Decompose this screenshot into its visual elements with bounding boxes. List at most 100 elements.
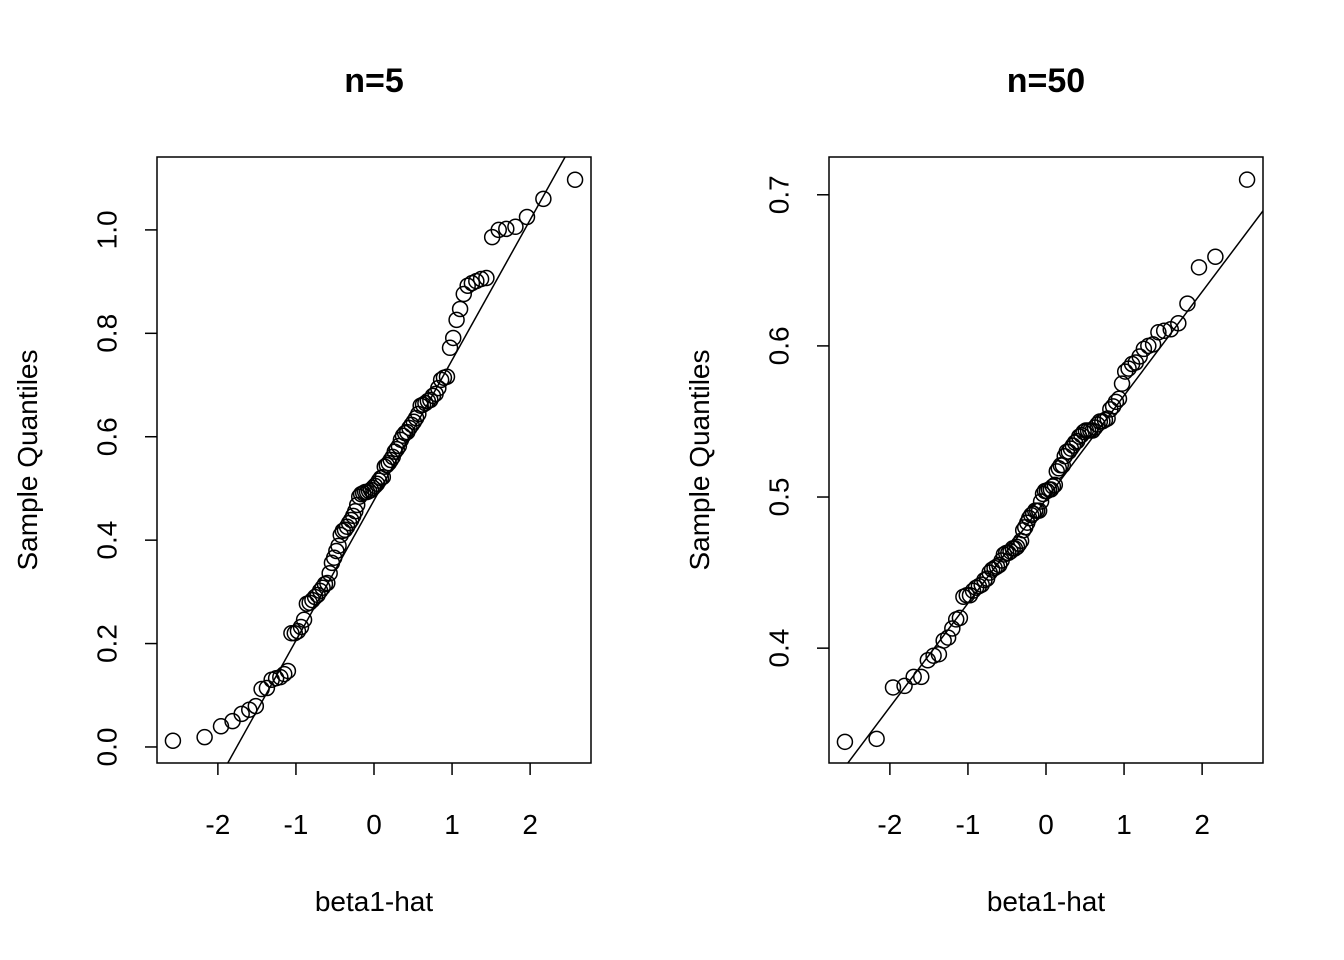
point (868, 730, 885, 748)
y-axis-label: Sample Quantiles (684, 349, 715, 570)
point (390, 437, 408, 455)
x-tick-label: 1 (1116, 809, 1132, 840)
point (451, 300, 469, 318)
point (275, 665, 293, 683)
point (1030, 502, 1048, 519)
point (935, 632, 952, 649)
point (295, 611, 313, 629)
x-tick-label: -1 (283, 809, 308, 840)
point (448, 311, 465, 329)
point (196, 728, 213, 746)
qq-line (846, 210, 1263, 763)
point (407, 409, 425, 427)
y-tick-label: 0.2 (91, 624, 122, 663)
x-tick-label: 1 (444, 809, 460, 840)
point (1179, 295, 1196, 312)
point (233, 705, 250, 723)
y-tick-label: 0.0 (91, 728, 122, 767)
point (314, 579, 331, 596)
point (930, 645, 948, 663)
point (1042, 481, 1060, 498)
point (378, 456, 396, 474)
y-tick-label: 0.6 (91, 417, 122, 456)
qq-line (226, 157, 566, 763)
point (422, 391, 439, 409)
point (444, 329, 462, 347)
point (286, 624, 304, 642)
x-tick-label: -2 (205, 809, 230, 840)
point (292, 618, 310, 636)
point (1064, 437, 1082, 454)
chart-title: n=50 (1007, 62, 1085, 100)
point (913, 668, 930, 686)
x-axis-label: beta1-hat (315, 886, 434, 917)
x-axis-label: beta1-hat (987, 886, 1106, 917)
point (253, 680, 270, 698)
plot-frame (828, 156, 1264, 764)
point (1190, 259, 1208, 276)
point (535, 190, 552, 208)
y-tick-label: 0.4 (763, 629, 794, 668)
point (330, 537, 347, 555)
point (325, 549, 343, 566)
point (566, 171, 584, 189)
point (370, 472, 388, 489)
point (1207, 248, 1224, 265)
point (321, 564, 338, 582)
x-tick-label: 2 (1194, 809, 1210, 840)
point (258, 679, 276, 697)
point (1150, 324, 1167, 341)
point (455, 285, 473, 303)
point (964, 582, 982, 599)
point (1170, 314, 1187, 332)
x-tick-label: -1 (955, 809, 980, 840)
point (247, 697, 265, 715)
point (939, 629, 957, 646)
y-tick-label: 0.8 (91, 314, 122, 353)
point (1238, 171, 1256, 188)
point (459, 277, 476, 294)
x-tick-label: 0 (1038, 809, 1054, 840)
point (490, 221, 507, 239)
point (905, 668, 922, 686)
y-tick-label: 0.5 (763, 478, 794, 517)
point (1135, 340, 1153, 358)
point (405, 413, 423, 430)
point (884, 679, 902, 696)
x-tick-label: 0 (366, 809, 382, 840)
point (1107, 393, 1125, 411)
point (507, 218, 524, 236)
point (212, 718, 230, 735)
point (1032, 493, 1050, 510)
point (438, 368, 456, 386)
point (1113, 375, 1131, 392)
y-axis-label: Sample Quantiles (12, 349, 43, 570)
point (973, 576, 990, 593)
x-tick-label: 2 (522, 809, 538, 840)
point (441, 339, 459, 357)
point (388, 440, 406, 458)
point (319, 574, 336, 592)
point (478, 269, 495, 287)
point (430, 379, 447, 397)
y-tick-label: 0.6 (763, 326, 794, 365)
y-tick-label: 0.7 (763, 175, 794, 214)
point (836, 733, 854, 751)
point (1044, 478, 1062, 495)
point (1096, 411, 1114, 429)
point (498, 220, 515, 238)
y-tick-label: 1.0 (91, 210, 122, 249)
point (279, 662, 297, 680)
chart-title: n=5 (344, 62, 404, 100)
y-tick-label: 0.4 (91, 521, 122, 560)
point (518, 208, 536, 226)
x-tick-label: -2 (877, 809, 902, 840)
point (951, 609, 969, 627)
point (472, 270, 490, 288)
point (1155, 322, 1173, 340)
point (164, 732, 182, 750)
point (1046, 476, 1064, 494)
point (896, 677, 913, 695)
plot-frame (156, 156, 592, 764)
